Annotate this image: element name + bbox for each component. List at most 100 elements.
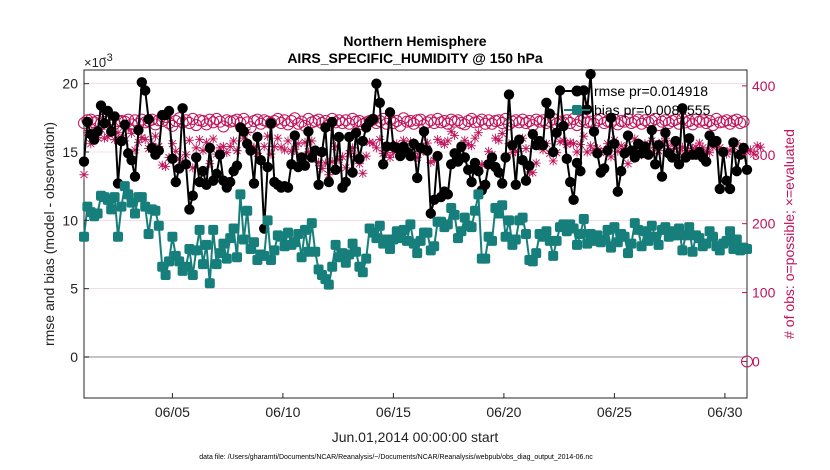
- obs-possible-point: [628, 115, 641, 128]
- rmse-point: [493, 167, 504, 178]
- bias-point: [113, 231, 123, 242]
- bias-point: [340, 257, 351, 268]
- y2-tick-label: 0: [752, 353, 760, 369]
- bias-point: [211, 259, 222, 270]
- obs-evaluated-point: [239, 133, 249, 143]
- obs-possible-point: [173, 112, 186, 125]
- bias-point: [429, 241, 440, 252]
- rmse-point: [469, 157, 481, 169]
- obs-possible-point: [482, 114, 495, 127]
- obs-evaluated-point: [300, 137, 310, 147]
- rmse-point: [527, 129, 538, 140]
- bias-point: [187, 270, 198, 280]
- rmse-point: [248, 178, 260, 189]
- bias-point: [92, 208, 103, 219]
- bias-point: [242, 205, 253, 216]
- rmse-point: [520, 175, 532, 186]
- rmse-point: [170, 176, 181, 188]
- y2-tick-label: 300: [752, 147, 776, 163]
- y2-tick-label: 100: [752, 285, 776, 301]
- bias-point: [201, 239, 212, 250]
- obs-possible-point: [730, 113, 743, 126]
- obs-possible-point: [387, 117, 400, 130]
- rmse-point: [738, 142, 749, 154]
- rmse-point: [551, 127, 562, 139]
- rmse-point: [238, 126, 249, 137]
- rmse-point: [180, 159, 192, 170]
- bias-point: [109, 192, 120, 203]
- bias-point: [725, 226, 735, 237]
- obs-evaluated-point: [433, 135, 443, 145]
- bias-point: [385, 244, 395, 255]
- bias-point: [500, 231, 511, 242]
- obs-possible-point: [492, 114, 505, 127]
- bias-point: [466, 222, 477, 233]
- rmse-point: [605, 112, 617, 124]
- rmse-point: [639, 141, 651, 152]
- rmse-point: [653, 139, 664, 151]
- obs-evaluated-point: [375, 135, 385, 145]
- bias-point: [204, 278, 215, 289]
- bias-point: [232, 252, 242, 263]
- obs-evaluated-point: [623, 159, 633, 169]
- rmse-point: [136, 77, 147, 88]
- rmse-point: [459, 152, 470, 163]
- bias-point: [742, 244, 752, 255]
- rmse-point: [701, 156, 712, 167]
- rmse-point: [599, 163, 610, 174]
- obs-evaluated-point: [150, 131, 160, 141]
- rmse-point: [575, 165, 586, 177]
- rmse-point: [323, 176, 334, 188]
- bias-point: [459, 212, 470, 223]
- rmse-point: [602, 145, 613, 156]
- obs-evaluated-point: [382, 148, 392, 158]
- rmse-point: [140, 85, 151, 96]
- rmse-point: [714, 183, 725, 195]
- obs-evaluated-point: [494, 135, 504, 145]
- rmse-point: [350, 127, 362, 139]
- obs-evaluated-point: [715, 143, 725, 153]
- rmse-point: [330, 164, 341, 175]
- rmse-point: [486, 152, 498, 163]
- bias-point: [521, 229, 531, 239]
- obs-evaluated-point: [252, 148, 262, 158]
- obs-evaluated-point: [756, 142, 766, 152]
- obs-evaluated-point: [361, 151, 371, 161]
- rmse-point: [211, 168, 222, 180]
- bias-point: [405, 219, 416, 230]
- rmse-point: [728, 137, 739, 148]
- obs-possible-point: [639, 114, 651, 127]
- obs-evaluated-point: [167, 139, 177, 149]
- rmse-point: [622, 130, 634, 141]
- obs-evaluated-point: [745, 145, 755, 155]
- rmse-point: [503, 89, 515, 100]
- obs-evaluated-point: [127, 128, 137, 138]
- obs-evaluated-point: [749, 149, 759, 159]
- obs-possible-point: [475, 113, 488, 126]
- rmse-point: [537, 139, 549, 151]
- obs-possible-point: [346, 112, 359, 125]
- obs-evaluated-point: [511, 146, 521, 156]
- x-tick-label: 06/20: [486, 404, 521, 420]
- obs-evaluated-point: [157, 160, 167, 170]
- obs-evaluated-point: [314, 157, 324, 167]
- bias-point: [150, 205, 161, 216]
- rmse-point: [480, 179, 491, 190]
- rmse-point: [616, 165, 627, 177]
- rmse-point: [667, 152, 678, 163]
- bias-point: [527, 256, 538, 267]
- rmse-point: [473, 165, 484, 177]
- obs-possible-point: [659, 114, 672, 127]
- x-tick-label: 06/15: [376, 404, 411, 420]
- obs-possible-point: [197, 114, 209, 127]
- x-axis-label: Jun.01,2014 00:00:00 start: [332, 429, 499, 445]
- series-bias: [79, 181, 752, 290]
- obs-evaluated-point: [344, 148, 354, 158]
- bias-point: [181, 261, 191, 272]
- bias-point: [504, 215, 514, 226]
- obs-evaluated-point: [752, 141, 762, 151]
- obs-evaluated-point: [137, 133, 147, 143]
- obs-evaluated-point: [562, 139, 572, 149]
- legend-bias-marker: [572, 105, 582, 115]
